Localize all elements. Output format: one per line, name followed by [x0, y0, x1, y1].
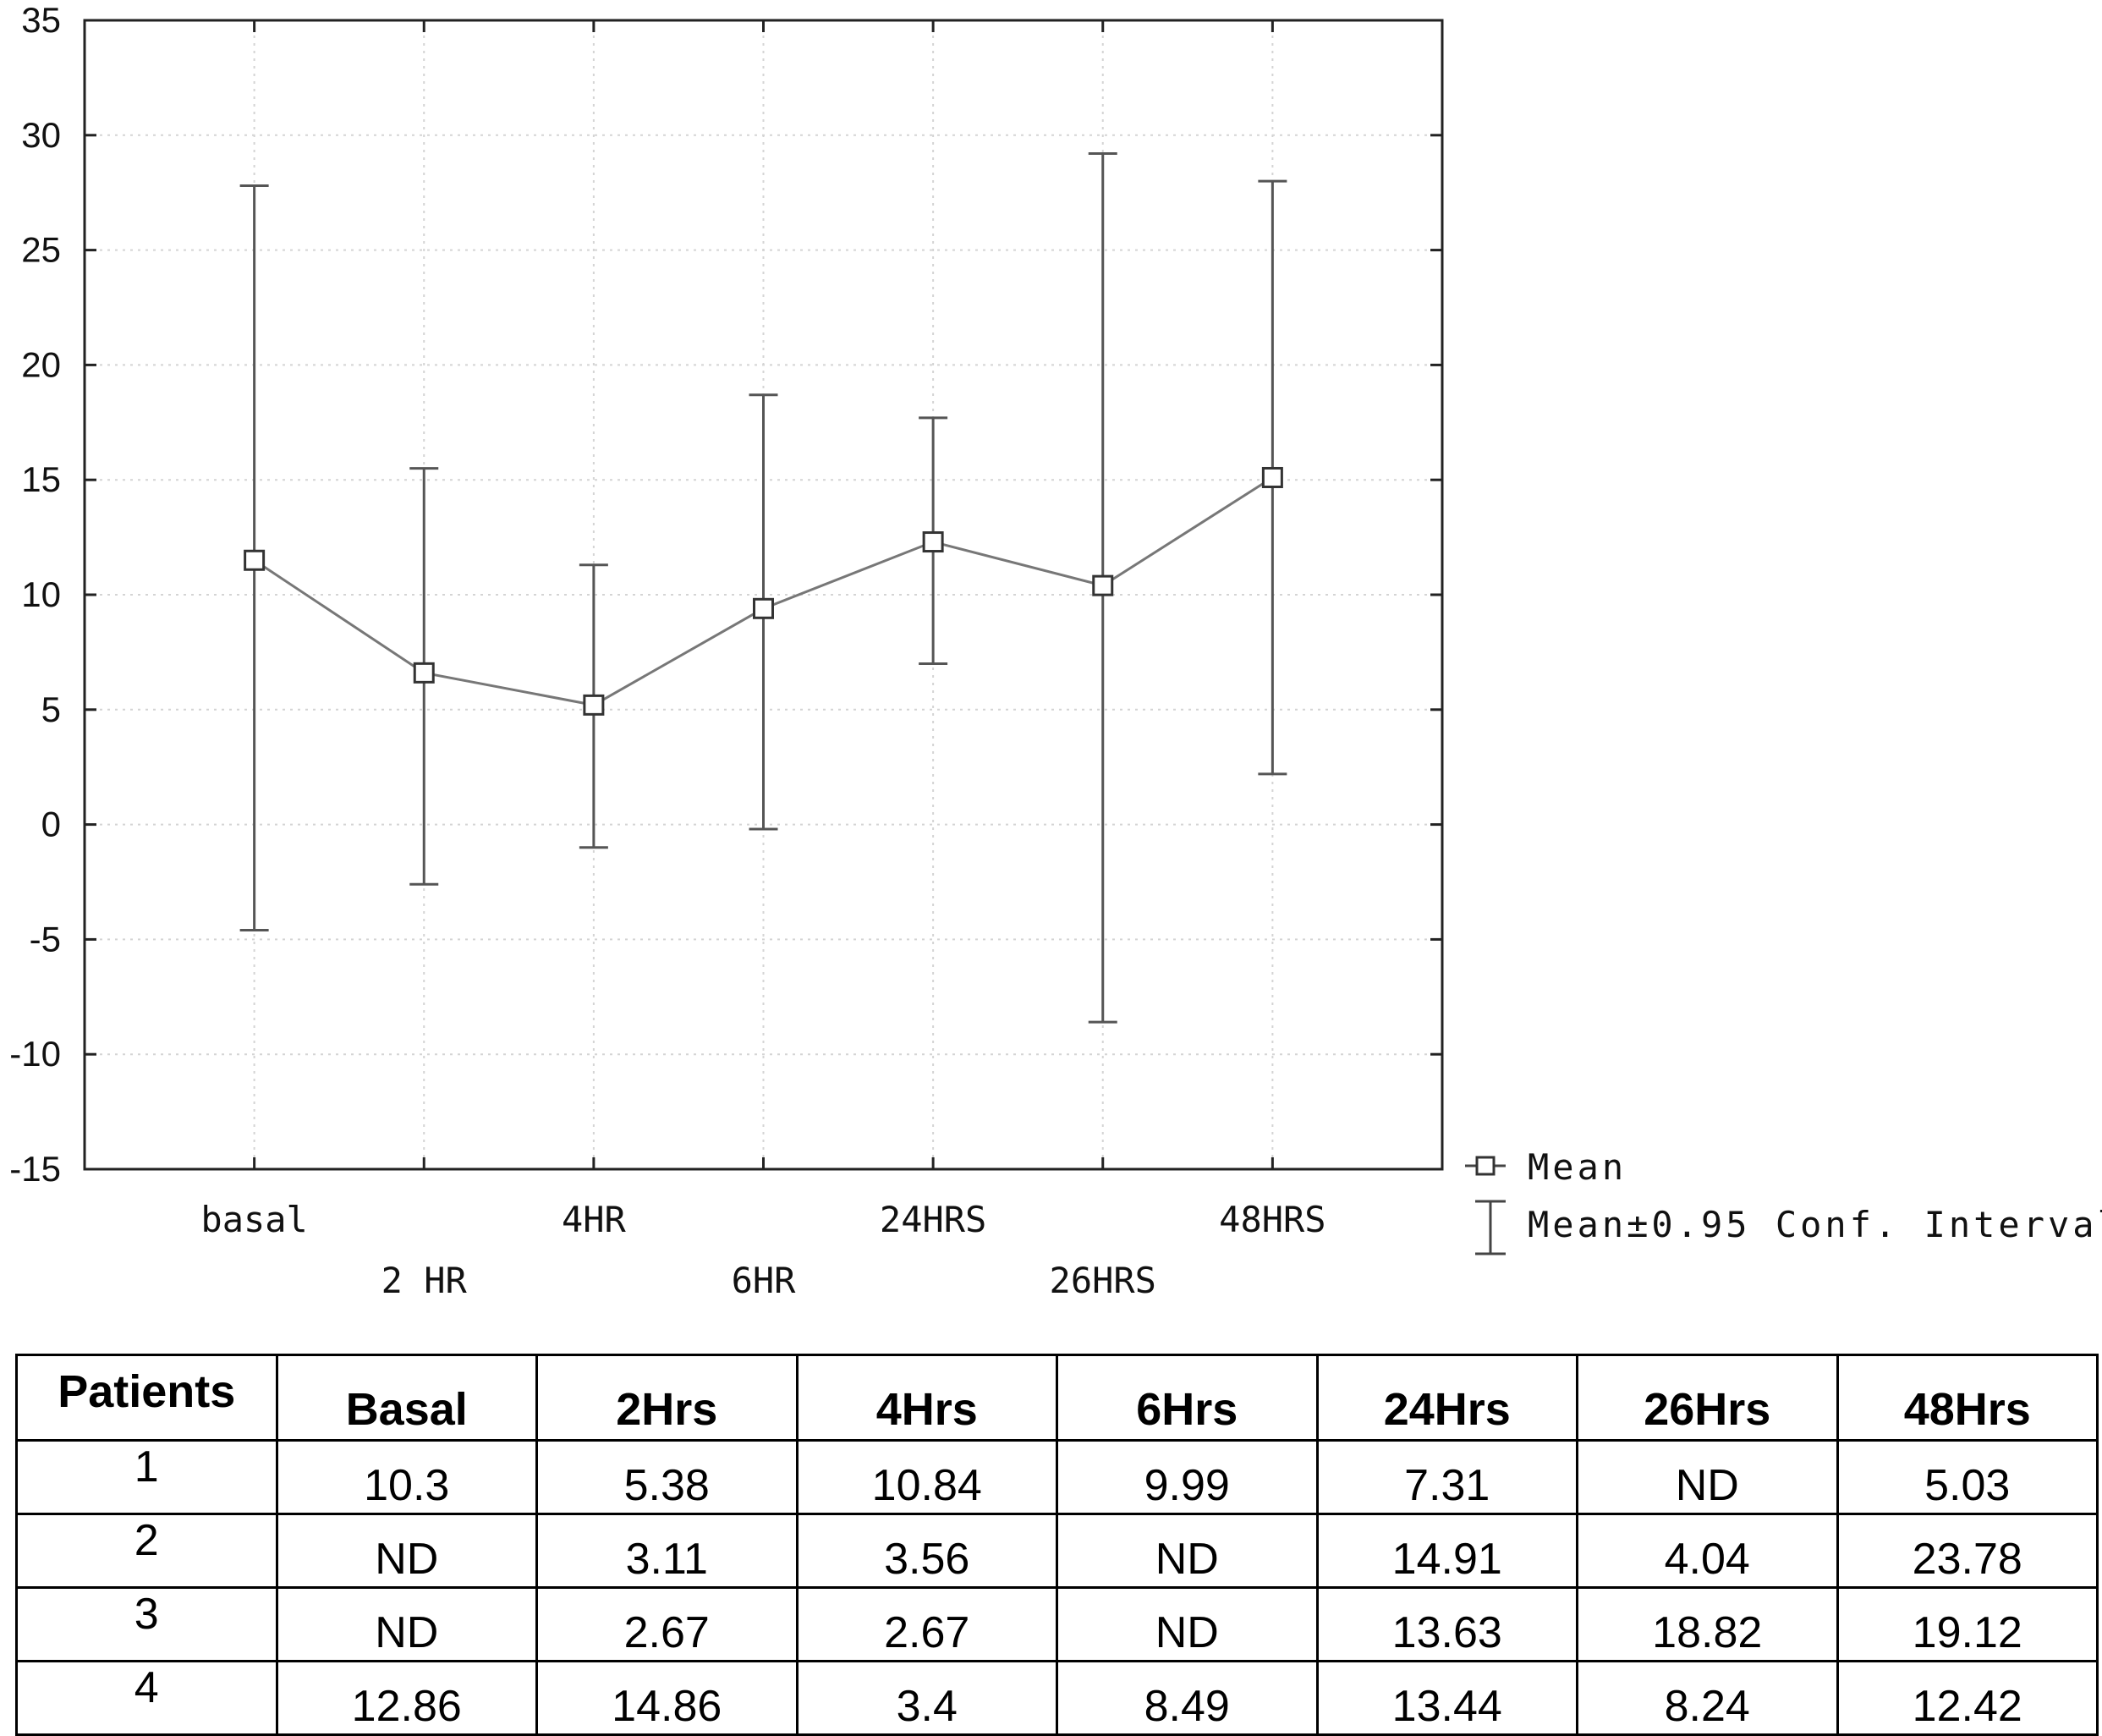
table-cell: 4.04 [1576, 1513, 1839, 1589]
table-header-cell: 24Hrs [1315, 1354, 1578, 1442]
table-header-cell: 6Hrs [1056, 1354, 1319, 1442]
table-row: 4 12.86 14.86 3.4 8.49 13.44 8.24 12.42 [15, 1660, 2099, 1736]
table-cell: ND [1056, 1513, 1319, 1589]
table-cell: 9.99 [1056, 1439, 1319, 1515]
table-cell: 12.42 [1836, 1660, 2099, 1736]
y-tick-label: 20 [21, 344, 61, 384]
table-header-cell: Patients [15, 1354, 278, 1442]
legend-mean-marker [1475, 1156, 1496, 1176]
table-cell: 13.63 [1315, 1586, 1578, 1662]
table-cell: 3.56 [795, 1513, 1058, 1589]
table-cell: 14.91 [1315, 1513, 1578, 1589]
table-cell: 18.82 [1576, 1586, 1839, 1662]
table-row: 3 ND 2.67 2.67 ND 13.63 18.82 19.12 [15, 1586, 2099, 1662]
patient-id-cell: 4 [15, 1660, 278, 1736]
table-cell: ND [1576, 1439, 1839, 1515]
x-tick-label: 2 HR [381, 1260, 468, 1301]
table-cell: 14.86 [535, 1660, 799, 1736]
table-cell: 5.38 [535, 1439, 799, 1515]
table-row: 1 10.3 5.38 10.84 9.99 7.31 ND 5.03 [15, 1439, 2099, 1515]
x-tick-label: 48HRS [1219, 1199, 1325, 1240]
table-header-cell: 26Hrs [1576, 1354, 1839, 1442]
table-header-cell: 2Hrs [535, 1354, 799, 1442]
x-tick-label: 6HR [732, 1260, 797, 1301]
patient-id-cell: 1 [15, 1439, 278, 1515]
y-tick-label: 25 [21, 230, 61, 270]
table-cell: 3.4 [795, 1660, 1058, 1736]
patients-table: Patients Basal 2Hrs 4Hrs 6Hrs 24Hrs 26Hr… [15, 1354, 2099, 1736]
x-tick-label: 4HR [562, 1199, 627, 1240]
table-cell: 19.12 [1836, 1586, 2099, 1662]
mean-point [413, 662, 435, 684]
patient-id-cell: 2 [15, 1513, 278, 1589]
y-tick-label: -5 [30, 919, 61, 959]
table-cell: 2.67 [795, 1586, 1058, 1662]
table-header-cell: 48Hrs [1836, 1354, 2099, 1442]
mean-point [922, 531, 944, 553]
table-header-cell: 4Hrs [795, 1354, 1058, 1442]
table-header-cell: Basal [275, 1354, 538, 1442]
legend-mean-label: Mean [1528, 1146, 1627, 1188]
table-cell: 13.44 [1315, 1660, 1578, 1736]
table-header-row: Patients Basal 2Hrs 4Hrs 6Hrs 24Hrs 26Hr… [15, 1354, 2099, 1442]
y-tick-label: 10 [21, 574, 61, 614]
x-tick-label: 26HRS [1050, 1260, 1156, 1301]
table-body: 1 10.3 5.38 10.84 9.99 7.31 ND 5.03 2 ND 3.11 3.56 N… [15, 1439, 2099, 1736]
legend-ci-label: Mean±0.95 Conf. Interval [1528, 1204, 2102, 1245]
mean-point [753, 597, 774, 619]
table-cell: ND [275, 1513, 538, 1589]
y-tick-label: -10 [9, 1034, 61, 1074]
table-cell: 5.03 [1836, 1439, 2099, 1515]
y-tick-label: 0 [41, 805, 61, 844]
table-cell: ND [1056, 1586, 1319, 1662]
table-cell: 10.3 [275, 1439, 538, 1515]
axis-layer: -15 -10 -5 0 5 10 15 20 25 30 35 basal 2 HR 4HR 6HR 24H… [9, 0, 1444, 1301]
y-tick-label: 35 [21, 0, 61, 40]
mean-point-layer [244, 466, 1283, 716]
table-row: 2 ND 3.11 3.56 ND 14.91 4.04 23.78 [15, 1513, 2099, 1589]
table-cell: 8.49 [1056, 1660, 1319, 1736]
table-cell: 23.78 [1836, 1513, 2099, 1589]
table-cell: 8.24 [1576, 1660, 1839, 1736]
x-tick-label: 24HRS [880, 1199, 986, 1240]
table-cell: 10.84 [795, 1439, 1058, 1515]
y-tick-label: 30 [21, 115, 61, 155]
mean-point [583, 694, 605, 716]
patient-id-cell: 3 [15, 1586, 278, 1662]
legend: Mean Mean±0.95 Conf. Interval [1465, 1146, 2102, 1255]
mean-point [1261, 466, 1283, 488]
mean-ci-chart: -15 -10 -5 0 5 10 15 20 25 30 35 basal 2 HR 4HR 6HR 24H… [9, 0, 2102, 1301]
table-cell: ND [275, 1586, 538, 1662]
table-cell: 7.31 [1315, 1439, 1578, 1515]
table-cell: 2.67 [535, 1586, 799, 1662]
table-cell: 12.86 [275, 1660, 538, 1736]
y-tick-label: 15 [21, 459, 61, 499]
mean-point [244, 549, 266, 571]
confidence-interval-layer [239, 152, 1287, 1024]
table-cell: 3.11 [535, 1513, 799, 1589]
y-tick-label: -15 [9, 1149, 61, 1189]
x-tick-label: basal [200, 1199, 307, 1240]
mean-point [1092, 574, 1114, 596]
y-tick-label: 5 [41, 689, 61, 729]
